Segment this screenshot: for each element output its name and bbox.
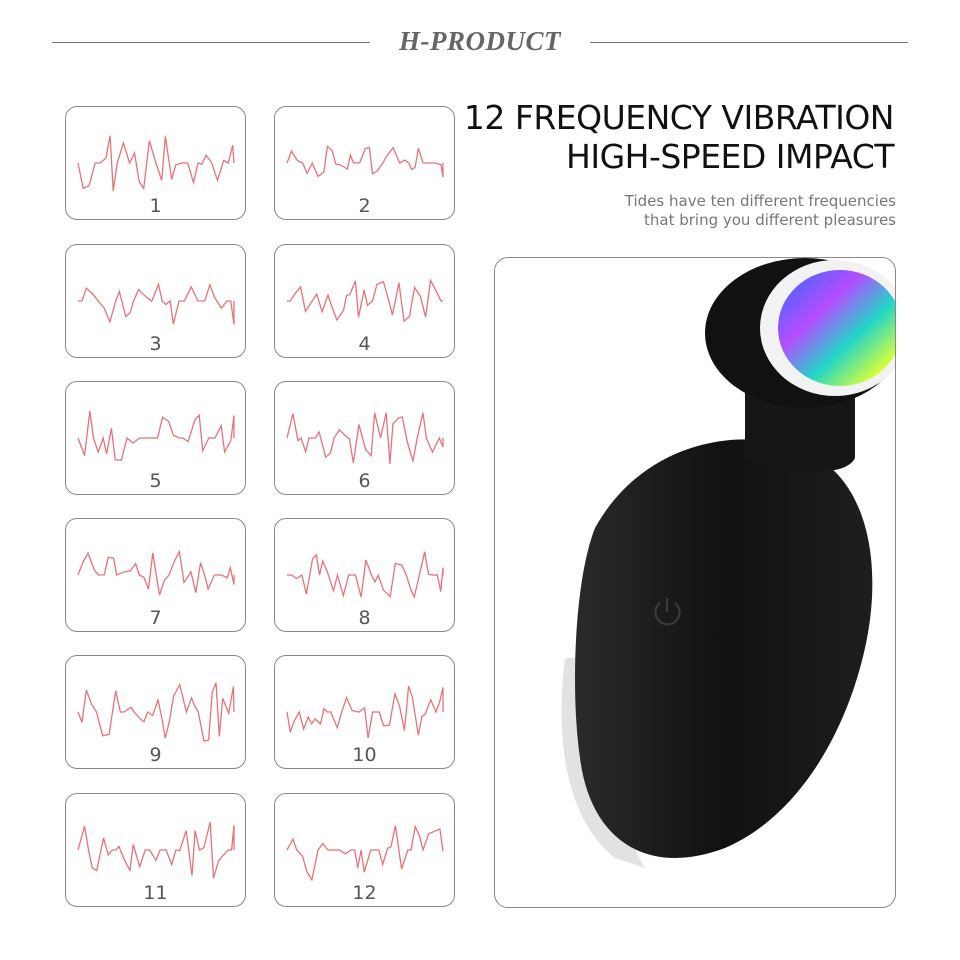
mode-card-8: 8 <box>274 518 455 632</box>
headline-line-2: HIGH-SPEED IMPACT <box>566 137 894 176</box>
mode-number: 6 <box>358 470 371 492</box>
waveform-line <box>287 551 444 600</box>
mode-number: 5 <box>149 470 162 492</box>
waveform-line <box>77 135 235 192</box>
waveform-line <box>286 685 444 739</box>
header-rule-right <box>590 42 908 43</box>
mode-card-6: 6 <box>274 381 455 495</box>
waveform-line <box>77 411 235 461</box>
mode-number: 7 <box>149 607 162 629</box>
power-icon <box>654 598 681 626</box>
mode-number: 12 <box>352 882 377 904</box>
mode-number: 8 <box>358 607 371 629</box>
waveform-line <box>77 549 235 596</box>
waveform-line <box>78 282 235 325</box>
mode-number: 11 <box>143 882 168 904</box>
mode-card-10: 10 <box>274 655 455 769</box>
mode-card-7: 7 <box>65 518 246 632</box>
waveform-line <box>286 145 444 178</box>
mode-card-1: 1 <box>65 106 246 220</box>
header-rule-left <box>52 42 370 43</box>
mode-card-11: 11 <box>65 793 246 907</box>
mode-number: 9 <box>149 744 162 766</box>
waveform-line <box>287 278 443 323</box>
mode-card-2: 2 <box>274 106 455 220</box>
mode-card-9: 9 <box>65 655 246 769</box>
subtitle-line-1: Tides have ten different frequencies <box>624 192 896 210</box>
mode-number: 2 <box>358 195 371 217</box>
waveform-line <box>286 412 444 464</box>
product-image-panel <box>494 257 896 908</box>
mode-number: 10 <box>352 744 377 766</box>
mode-number: 4 <box>358 333 371 355</box>
product-image <box>561 258 895 868</box>
brand-title: H-PRODUCT <box>399 26 561 56</box>
waveform-line <box>286 824 444 882</box>
waveform-line <box>77 682 235 742</box>
mode-number: 3 <box>149 333 162 355</box>
mode-card-12: 12 <box>274 793 455 907</box>
mode-card-4: 4 <box>274 244 455 358</box>
headline-line-1: 12 FREQUENCY VIBRATION <box>463 98 895 137</box>
subtitle-line-2: that bring you different pleasures <box>644 211 896 229</box>
mode-card-3: 3 <box>65 244 246 358</box>
mode-card-5: 5 <box>65 381 246 495</box>
waveform-line <box>77 822 235 879</box>
mode-number: 1 <box>149 195 162 217</box>
